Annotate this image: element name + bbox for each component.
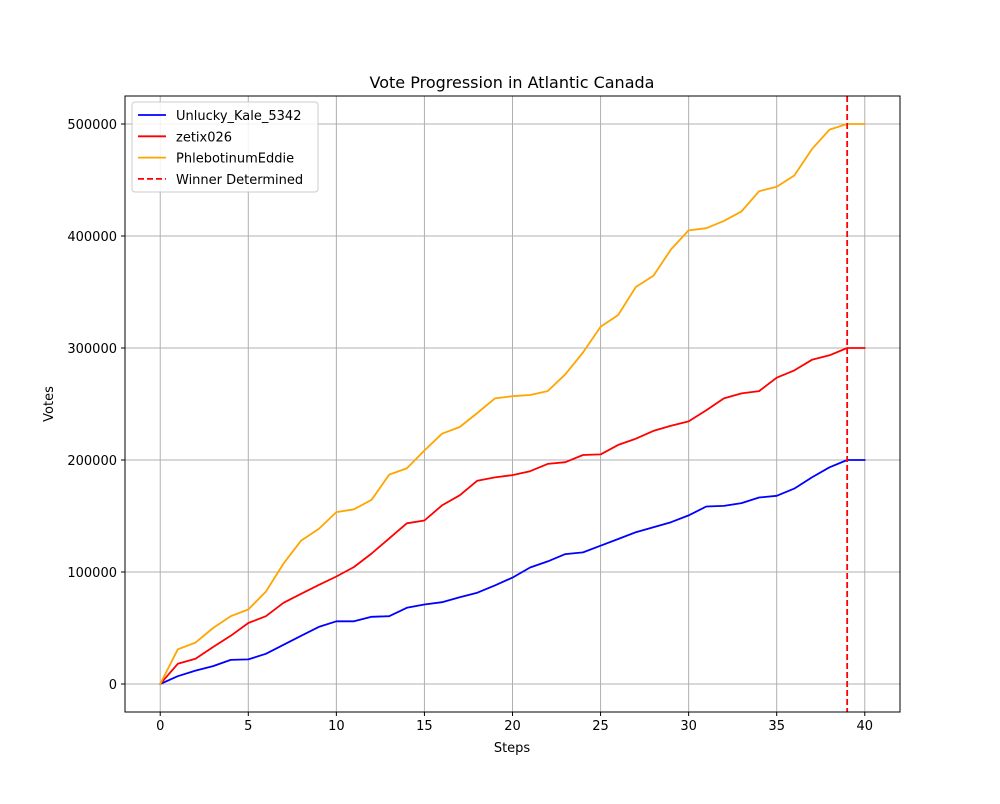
x-tick-label: 5: [244, 719, 252, 734]
y-axis-label: Votes: [42, 386, 57, 422]
x-tick-label: 20: [504, 719, 521, 734]
legend: Unlucky_Kale_5342 zetix026 PhlebotinumEddi…: [131, 101, 319, 193]
y-tick-label: 0: [109, 678, 117, 693]
series-line-zetix026: [159, 347, 866, 685]
legend-label: PhlebotinumEddie: [176, 152, 294, 167]
y-tick-label: 100000: [67, 566, 117, 581]
y-tick-label: 300000: [67, 342, 117, 357]
legend-label: zetix026: [176, 130, 232, 145]
y-tick-label: 200000: [67, 454, 117, 469]
grid: [125, 96, 900, 712]
x-tick-label: 40: [856, 719, 873, 734]
x-tick-label: 10: [328, 719, 345, 734]
x-axis-label: Steps: [494, 741, 531, 756]
x-tick-label: 15: [416, 719, 433, 734]
series-line-PhlebotinumEddie: [159, 123, 866, 685]
x-tick-label: 0: [156, 719, 164, 734]
y-tick-label: 500000: [67, 118, 117, 133]
series-line-Unlucky_Kale_5342: [159, 459, 866, 685]
chart-title: Vote Progression in Atlantic Canada: [370, 73, 655, 92]
x-tick-label: 30: [680, 719, 697, 734]
y-axis-ticks: 0 100000 200000 300000 400000 500000: [67, 118, 125, 693]
legend-box: [131, 101, 319, 193]
legend-label: Winner Determined: [176, 173, 303, 188]
x-tick-label: 25: [592, 719, 609, 734]
series-lines: [159, 123, 866, 685]
x-axis-ticks: 0 5 10 15 20 25 30 35 40: [156, 712, 873, 734]
legend-label: Unlucky_Kale_5342: [176, 109, 301, 124]
x-tick-label: 35: [768, 719, 785, 734]
y-tick-label: 400000: [67, 230, 117, 245]
